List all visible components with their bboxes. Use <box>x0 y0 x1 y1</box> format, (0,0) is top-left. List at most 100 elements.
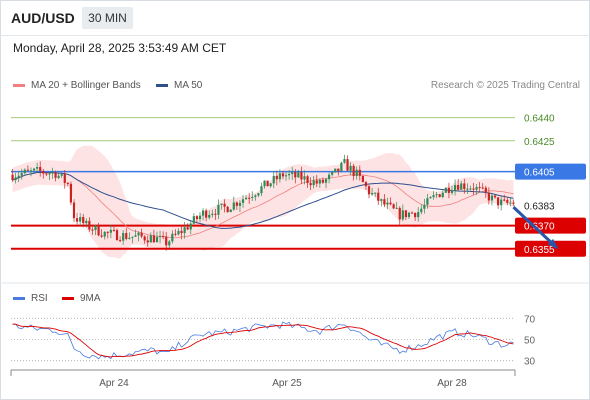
candle-body <box>441 192 444 198</box>
candle-body <box>466 188 469 190</box>
timeframe-button[interactable]: 30 MIN <box>82 7 133 29</box>
legend-rsi-ma: 9MA <box>62 293 101 304</box>
candle-body <box>398 207 401 220</box>
candle-body <box>291 172 294 174</box>
rsi-tick-30: 30 <box>524 357 536 368</box>
candle-body <box>278 173 282 180</box>
candle-body <box>79 217 82 222</box>
level-tag-3 <box>515 217 586 234</box>
candle-body <box>297 172 300 178</box>
candle-body <box>503 199 506 201</box>
candle-body <box>337 168 340 172</box>
candle-body <box>183 227 186 234</box>
candle-body <box>134 235 137 237</box>
ma20-line <box>12 171 514 239</box>
candle-body <box>284 175 288 177</box>
candle-body <box>211 213 214 215</box>
candle-body <box>383 199 386 205</box>
candle-body <box>232 202 235 210</box>
candle-body <box>490 195 494 201</box>
candle-body <box>272 175 275 184</box>
candle-body <box>11 174 14 181</box>
candle-body <box>327 174 331 180</box>
candle-body <box>487 192 490 201</box>
rsi-ma-swatch <box>62 296 74 300</box>
candle-body <box>251 196 254 198</box>
legend-rsi: RSI <box>13 293 48 304</box>
candle-body <box>140 232 143 237</box>
forecast-arrow-shaft <box>512 206 558 249</box>
candle-body <box>386 202 389 205</box>
candle-body <box>361 175 364 183</box>
candle-body <box>463 183 466 190</box>
legend-ma50: MA 50 <box>156 80 202 91</box>
candle-body <box>118 240 122 242</box>
candle-body <box>51 172 54 174</box>
candle-body <box>186 227 189 230</box>
candle-body <box>66 182 69 184</box>
candle-body <box>275 175 278 180</box>
candle-body <box>395 207 398 209</box>
candle-body <box>115 230 119 241</box>
candle-body <box>75 218 79 222</box>
candle-body <box>423 204 426 209</box>
candle-body <box>469 188 472 190</box>
timestamp: Monday, April 28, 2025 3:53:49 AM CET <box>13 41 227 55</box>
candle-body <box>85 220 88 224</box>
current-price-label: 0.6383 <box>524 202 555 213</box>
legend-ma20: MA 20 + Bollinger Bands <box>13 80 141 91</box>
candle-body <box>122 233 125 241</box>
candle-body <box>189 223 192 230</box>
candle-body <box>334 168 337 173</box>
candle-body <box>484 187 487 193</box>
candle-body <box>374 192 377 194</box>
candle-body <box>241 199 245 203</box>
candle-body <box>294 172 297 178</box>
candle-body <box>195 216 199 219</box>
x-tick-2: Apr 28 <box>437 378 467 389</box>
candle-body <box>97 225 100 236</box>
candle-body <box>103 231 106 237</box>
candle-body <box>509 202 512 204</box>
level-label-2: 0.6405 <box>524 168 555 179</box>
ma20-swatch <box>13 83 25 87</box>
candle-body <box>162 236 165 238</box>
candle-body <box>457 185 460 190</box>
rsi-tick-50: 50 <box>524 336 536 347</box>
candle-body <box>496 197 500 206</box>
candle-body <box>450 190 454 193</box>
candle-body <box>303 176 306 180</box>
candle-body <box>346 159 349 171</box>
candle-body <box>14 177 17 181</box>
candle-body <box>128 237 131 239</box>
candle-body <box>478 187 481 189</box>
candle-body <box>26 169 30 171</box>
candle-body <box>39 167 42 172</box>
candle-body <box>248 197 251 199</box>
candle-body <box>226 206 229 213</box>
candle-body <box>506 200 509 203</box>
candle-body <box>312 180 315 186</box>
candle-body <box>69 183 73 203</box>
rsi-line <box>12 321 514 360</box>
rsi-tick-70: 70 <box>524 314 536 325</box>
candle-body <box>106 231 109 233</box>
legend-rsi-ma-label: 9MA <box>80 293 101 304</box>
candle-body <box>260 186 263 194</box>
candle-body <box>48 173 51 175</box>
candle-body <box>429 197 432 199</box>
rsi-swatch <box>13 296 25 300</box>
credit-text: Research © 2025 Trading Central <box>430 80 580 91</box>
candle-body <box>91 229 94 231</box>
candle-body <box>192 216 195 224</box>
rsi-ma-line <box>12 323 514 358</box>
legend-ma20-label: MA 20 + Bollinger Bands <box>31 80 141 91</box>
candle-body <box>198 215 202 219</box>
candle-body <box>29 170 33 172</box>
candle-body <box>45 173 48 175</box>
candle-body <box>269 183 272 187</box>
candle-body <box>300 172 303 180</box>
candle-body <box>94 225 97 231</box>
candle-body <box>447 187 451 193</box>
candle-body <box>331 172 334 175</box>
